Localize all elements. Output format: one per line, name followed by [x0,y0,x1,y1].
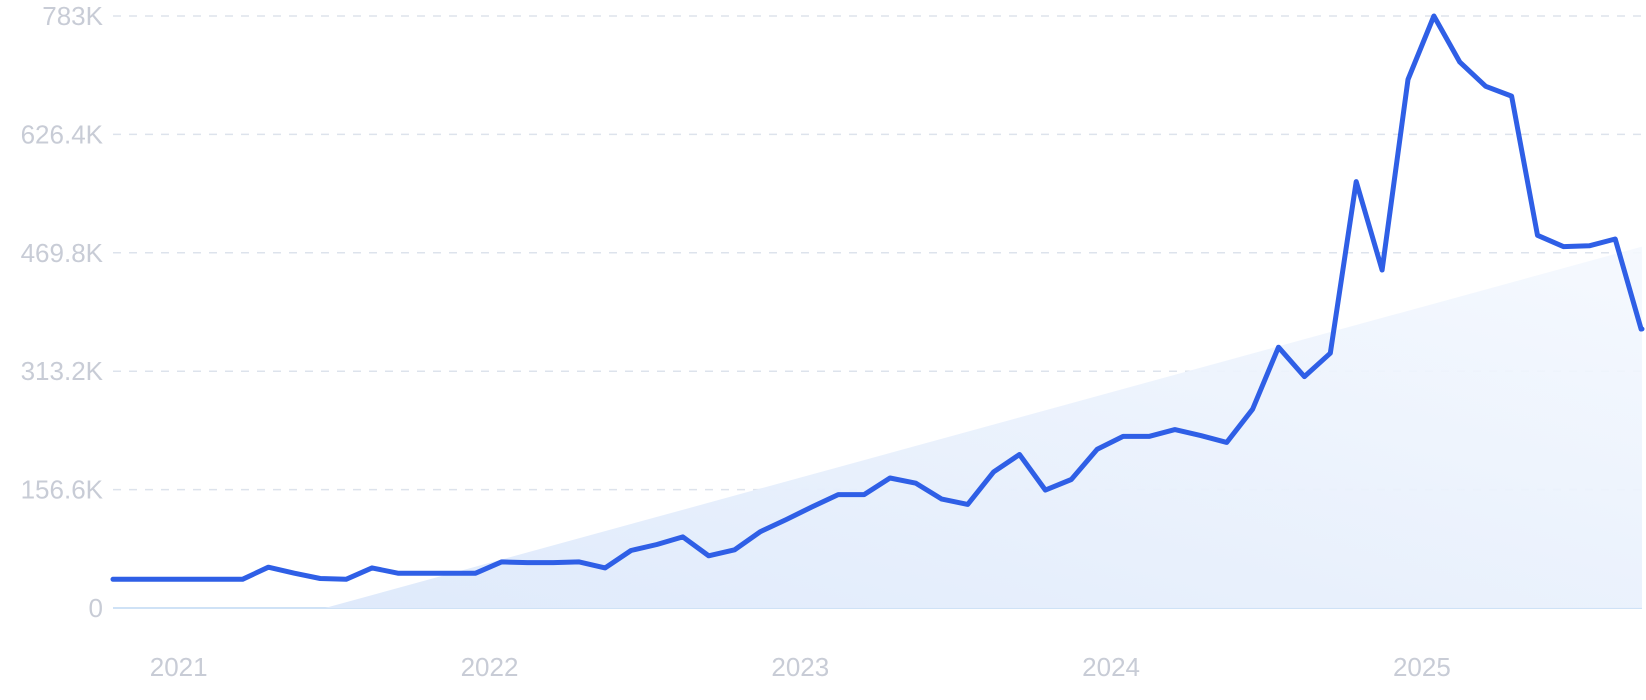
y-tick-label: 156.6K [21,475,104,505]
trend-area [325,246,1642,608]
trend-area-fill [325,246,1642,608]
y-tick-label: 469.8K [21,238,104,268]
y-tick-label: 626.4K [21,119,104,149]
y-tick-label: 0 [89,593,103,623]
x-tick-label: 2022 [461,652,519,682]
x-tick-label: 2021 [150,652,208,682]
x-tick-label: 2023 [771,652,829,682]
x-axis-ticks: 2021 2022 2023 2024 2025 [150,652,1451,682]
y-tick-label: 313.2K [21,356,104,386]
y-axis-ticks: 0 156.6K 313.2K 469.8K 626.4K 783K [21,1,104,623]
x-tick-label: 2024 [1082,652,1140,682]
series-layer [110,13,1645,582]
series-line [110,13,1645,582]
x-tick-label: 2025 [1393,652,1451,682]
y-tick-label: 783K [42,1,103,31]
